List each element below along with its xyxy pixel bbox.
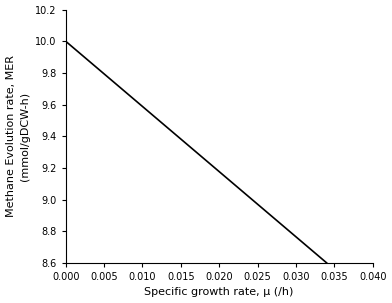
Y-axis label: Methane Evolution rate, MER
(mmol/gDCW-h): Methane Evolution rate, MER (mmol/gDCW-h… (5, 55, 29, 217)
X-axis label: Specific growth rate, μ (/h): Specific growth rate, μ (/h) (145, 288, 294, 298)
